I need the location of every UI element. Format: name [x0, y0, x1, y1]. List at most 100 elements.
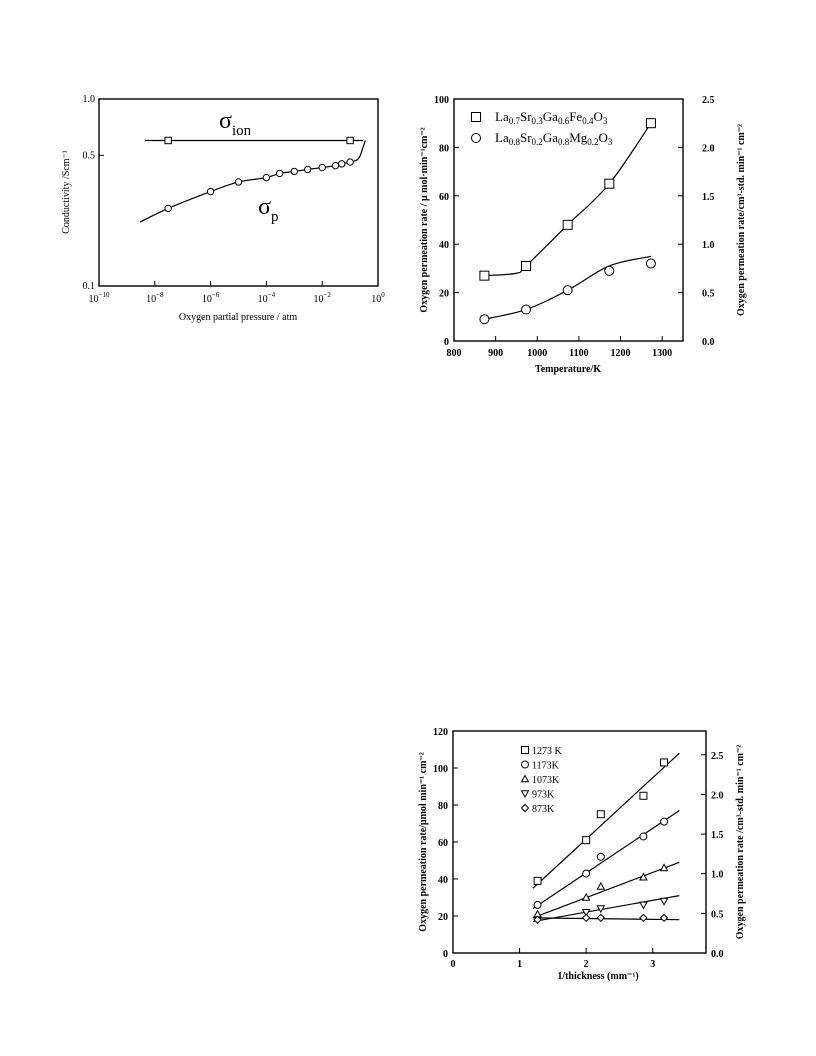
c3-y-right-tick-label: 1.5 [711, 830, 724, 841]
sigma-ion-point [164, 136, 172, 145]
c3-x-tick-label: 1 [517, 959, 522, 970]
c2-data-point [562, 219, 573, 230]
c3-y-tick-label: 120 [433, 727, 448, 738]
c3-data-point [581, 913, 591, 923]
c2-data-point [645, 118, 656, 129]
c2-y-tick-label: 60 [439, 192, 449, 203]
c3-ylabel-right: Oxygen permeation rate /cm³-std. min⁻¹ c… [735, 745, 746, 940]
sigma-p-point [164, 204, 172, 213]
c2-data-point [521, 304, 532, 315]
c2-x-tick-label: 900 [488, 348, 503, 359]
c3-data-point [596, 905, 606, 914]
c3-y-tick-label: 100 [433, 764, 448, 775]
c2-y-right-tick-label: 0.5 [702, 289, 715, 300]
c2-y-tick-label: 80 [439, 143, 449, 154]
c3-y-right-tick-label: 2.0 [711, 790, 724, 801]
c3-data-point [660, 758, 669, 767]
c2-legend-label: La0.8Sr0.2Ga0.8Mg0.2O3 [495, 130, 613, 147]
c2-ylabel-right: Oxygen permeation rate/cm³-std. min⁻¹ cm… [736, 124, 747, 316]
c2-data-point [604, 265, 615, 276]
c1-plot-frame [98, 98, 379, 287]
c3-legend-marker [521, 746, 529, 754]
sigma-ion-point [346, 136, 354, 145]
c3-y-tick-label: 0 [443, 949, 448, 960]
sigma-p-point [276, 169, 284, 178]
c3-data-point [639, 913, 648, 923]
c3-y-right-tick-label: 0.5 [711, 909, 724, 920]
c3-data-point [533, 915, 542, 924]
c3-legend: 1273 K 1173K 1073K 973K 873K [520, 746, 563, 815]
c2-x-tick-label: 1300 [652, 348, 672, 359]
c2-y-right-tick-label: 1.0 [702, 240, 715, 251]
c1-y-tick-label: 0.1 [83, 281, 96, 292]
sigma-p-point [318, 163, 326, 172]
c3-y-tick-label: 40 [438, 875, 448, 886]
c3-data-point [596, 881, 606, 890]
sigma-p-point [262, 173, 271, 182]
c1-y-tick-label: 0.5 [83, 150, 96, 161]
c3-legend-label: 973K [532, 790, 555, 801]
c2-legend-marker [471, 133, 481, 143]
c2-x-tick-label: 1200 [611, 348, 631, 359]
c2-data-point [479, 270, 490, 281]
c3-data-point [582, 836, 591, 845]
c2-data-point [645, 258, 656, 269]
c3-fit-line [532, 917, 680, 921]
c2-legend-label: La0.7Sr0.3Ga0.6Fe0.4O3 [495, 109, 608, 126]
c3-y-right-tick-label: 2.5 [711, 751, 724, 762]
sigma-p-point [303, 165, 312, 174]
c3-data-point [659, 863, 669, 872]
c3-x-tick-label: 2 [584, 959, 589, 970]
c2-x-tick-label: 1100 [569, 348, 588, 359]
c3-data-point [659, 913, 669, 923]
sigma-p-point [234, 178, 243, 186]
c3-data-point [581, 909, 591, 917]
c2-y-tick-label: 40 [439, 240, 449, 251]
c3-fit-line [532, 895, 680, 923]
c3-legend-label: 1073K [532, 775, 560, 786]
c3-data-point [639, 832, 648, 841]
c3-y-right-tick-label: 1.0 [711, 870, 724, 881]
c3-y-tick-label: 20 [438, 912, 448, 923]
c2-y-right-tick-label: 2.0 [702, 143, 715, 154]
c3-data-point [533, 900, 542, 909]
c2-y-tick-label: 0 [444, 337, 449, 348]
c3-fit-line [532, 861, 680, 919]
c3-xlabel: 1/thickness (mm⁻¹) [557, 971, 638, 982]
c2-data-point [562, 285, 573, 296]
c1-ylabel: Conductivity /Scm⁻¹ [61, 150, 72, 234]
c3-data-point [582, 869, 591, 878]
c2-ylabel: Oxygen permeation rate / μ mol·min⁻¹cm⁻² [419, 127, 430, 312]
sigma-p-point [290, 167, 298, 176]
sigma-ion-label: σion [219, 108, 252, 139]
c3-legend-marker [520, 790, 530, 799]
c3-data-point [596, 852, 605, 861]
c2-series-curve [484, 122, 652, 277]
c3-data-point [639, 791, 648, 800]
sigma-p-point [206, 187, 215, 196]
c3-legend-marker [521, 760, 529, 769]
c3-legend-marker [520, 803, 530, 813]
c2-y-right-tick-label: 1.5 [702, 192, 715, 203]
sigma-p-point [338, 160, 346, 168]
c3-legend-label: 1173K [532, 761, 560, 772]
c3-data-point [660, 817, 669, 826]
c3-legend-label: 1273 K [532, 746, 563, 757]
c2-y-tick-label: 100 [434, 95, 449, 106]
c2-plot-frame [453, 98, 684, 342]
c3-legend-label: 873K [532, 804, 555, 815]
c2-legend-marker [471, 112, 481, 122]
c3-x-tick-label: 3 [650, 959, 655, 970]
c3-fit-line [532, 752, 680, 889]
c2-x-tick-label: 1000 [527, 348, 547, 359]
c3-y-tick-label: 80 [438, 801, 448, 812]
c2-x-tick-label: 800 [447, 348, 462, 359]
c3-data-point [659, 897, 669, 906]
c3-data-point [596, 810, 605, 819]
c2-y-right-tick-label: 0.0 [702, 337, 715, 348]
c3-data-point [639, 901, 648, 910]
c3-y-right-tick-label: 0.0 [711, 949, 724, 960]
c3-y-tick-label: 60 [438, 838, 448, 849]
